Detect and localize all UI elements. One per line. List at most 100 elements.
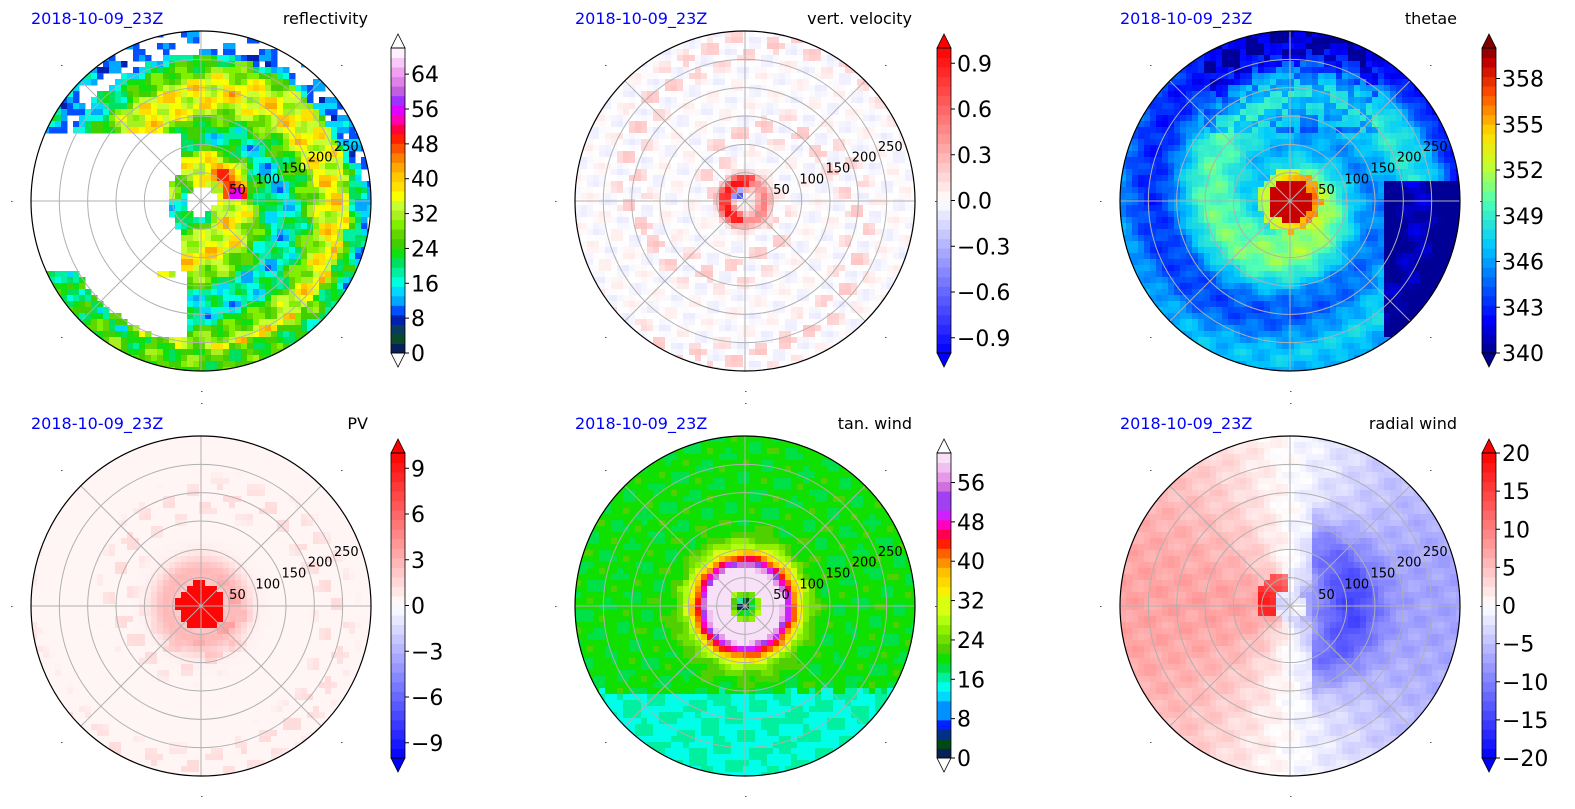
field-cell <box>223 133 230 140</box>
field-cell <box>737 289 744 296</box>
field-cell <box>599 139 606 146</box>
radial-tick-label: 100 <box>799 172 824 187</box>
field-cell <box>779 37 786 44</box>
field-cell <box>725 139 732 146</box>
field-cell <box>755 247 762 254</box>
field-cell <box>349 217 356 224</box>
field-cell <box>821 283 828 290</box>
field-cell <box>803 109 810 116</box>
field-cell <box>803 211 810 218</box>
field-cell <box>271 217 278 224</box>
field-cell <box>229 127 236 134</box>
field-cell <box>779 109 786 116</box>
field-cell <box>743 241 750 248</box>
field-cell <box>1354 43 1361 50</box>
field-cell <box>755 235 762 242</box>
field-cell <box>749 115 756 122</box>
field-cell <box>731 295 738 302</box>
field-cell <box>653 193 660 200</box>
field-cell <box>911 151 915 158</box>
field-cell <box>277 289 284 296</box>
field-cell <box>815 313 822 320</box>
field-cell <box>767 247 774 254</box>
field-cell <box>193 241 200 248</box>
field-cell <box>343 163 350 170</box>
field-cell <box>229 253 236 260</box>
field-cell <box>809 121 816 128</box>
field-cell <box>271 103 278 110</box>
field-cell <box>277 247 284 254</box>
field-cell <box>683 109 690 116</box>
field-cell <box>779 103 786 110</box>
field-cell <box>593 121 600 128</box>
field-cell <box>1324 49 1331 56</box>
field-cell <box>797 331 804 338</box>
field-cell <box>61 295 68 302</box>
field-cell <box>851 301 858 308</box>
field-cell <box>223 67 230 74</box>
field-cell <box>887 169 894 176</box>
field-cell <box>749 331 756 338</box>
field-cell <box>827 133 834 140</box>
field-cell <box>265 91 272 98</box>
field-cell <box>295 181 302 188</box>
colorbar-segment <box>937 257 951 268</box>
field-cell <box>1360 79 1367 86</box>
field-cell <box>809 193 816 200</box>
field-cell <box>151 61 158 68</box>
field-cell <box>1294 61 1301 68</box>
field-cell <box>1294 73 1301 80</box>
field-cell <box>205 367 212 371</box>
field-cell <box>707 73 714 80</box>
field-cell <box>857 277 864 284</box>
field-cell <box>67 103 74 110</box>
field-cell <box>875 265 882 272</box>
field-cell <box>677 289 684 296</box>
field-cell <box>623 295 630 302</box>
field-cell <box>343 187 350 194</box>
field-cell <box>151 343 158 350</box>
field-cell <box>743 109 750 116</box>
field-cell <box>277 319 284 326</box>
field-cell <box>731 277 738 284</box>
field-cell <box>241 337 248 344</box>
field-cell <box>211 331 218 338</box>
field-cell <box>91 103 98 110</box>
field-cell <box>599 127 606 134</box>
field-cell <box>845 103 852 110</box>
field-cell <box>641 187 648 194</box>
field-cell <box>629 289 636 296</box>
field-cell <box>199 337 206 344</box>
field-cell <box>731 109 738 116</box>
field-cell <box>863 133 870 140</box>
field-cell <box>887 265 894 272</box>
field-cell <box>1270 55 1277 62</box>
field-cell <box>707 139 714 146</box>
field-cell <box>355 169 362 176</box>
field-cell <box>863 253 870 260</box>
colorbar-segment <box>937 95 951 106</box>
field-cell <box>683 103 690 110</box>
field-cell <box>43 115 50 122</box>
field-cell <box>1198 91 1205 98</box>
field-cell <box>743 331 750 338</box>
field-cell <box>755 307 762 314</box>
field-cell <box>1294 67 1301 74</box>
field-cell <box>869 91 876 98</box>
field-cell <box>229 175 236 182</box>
field-cell <box>821 211 828 218</box>
field-cell <box>1288 31 1295 38</box>
field-cell <box>217 157 224 164</box>
field-cell <box>713 67 720 74</box>
field-cell <box>277 223 284 230</box>
field-cell <box>265 49 272 56</box>
field-cell <box>1318 55 1325 62</box>
field-cell <box>641 127 648 134</box>
field-cell <box>689 337 696 344</box>
field-cell <box>743 277 750 284</box>
field-cell <box>863 127 870 134</box>
field-cell <box>337 127 344 134</box>
field-cell <box>893 253 900 260</box>
field-cell <box>97 115 104 122</box>
field-cell <box>139 355 146 362</box>
